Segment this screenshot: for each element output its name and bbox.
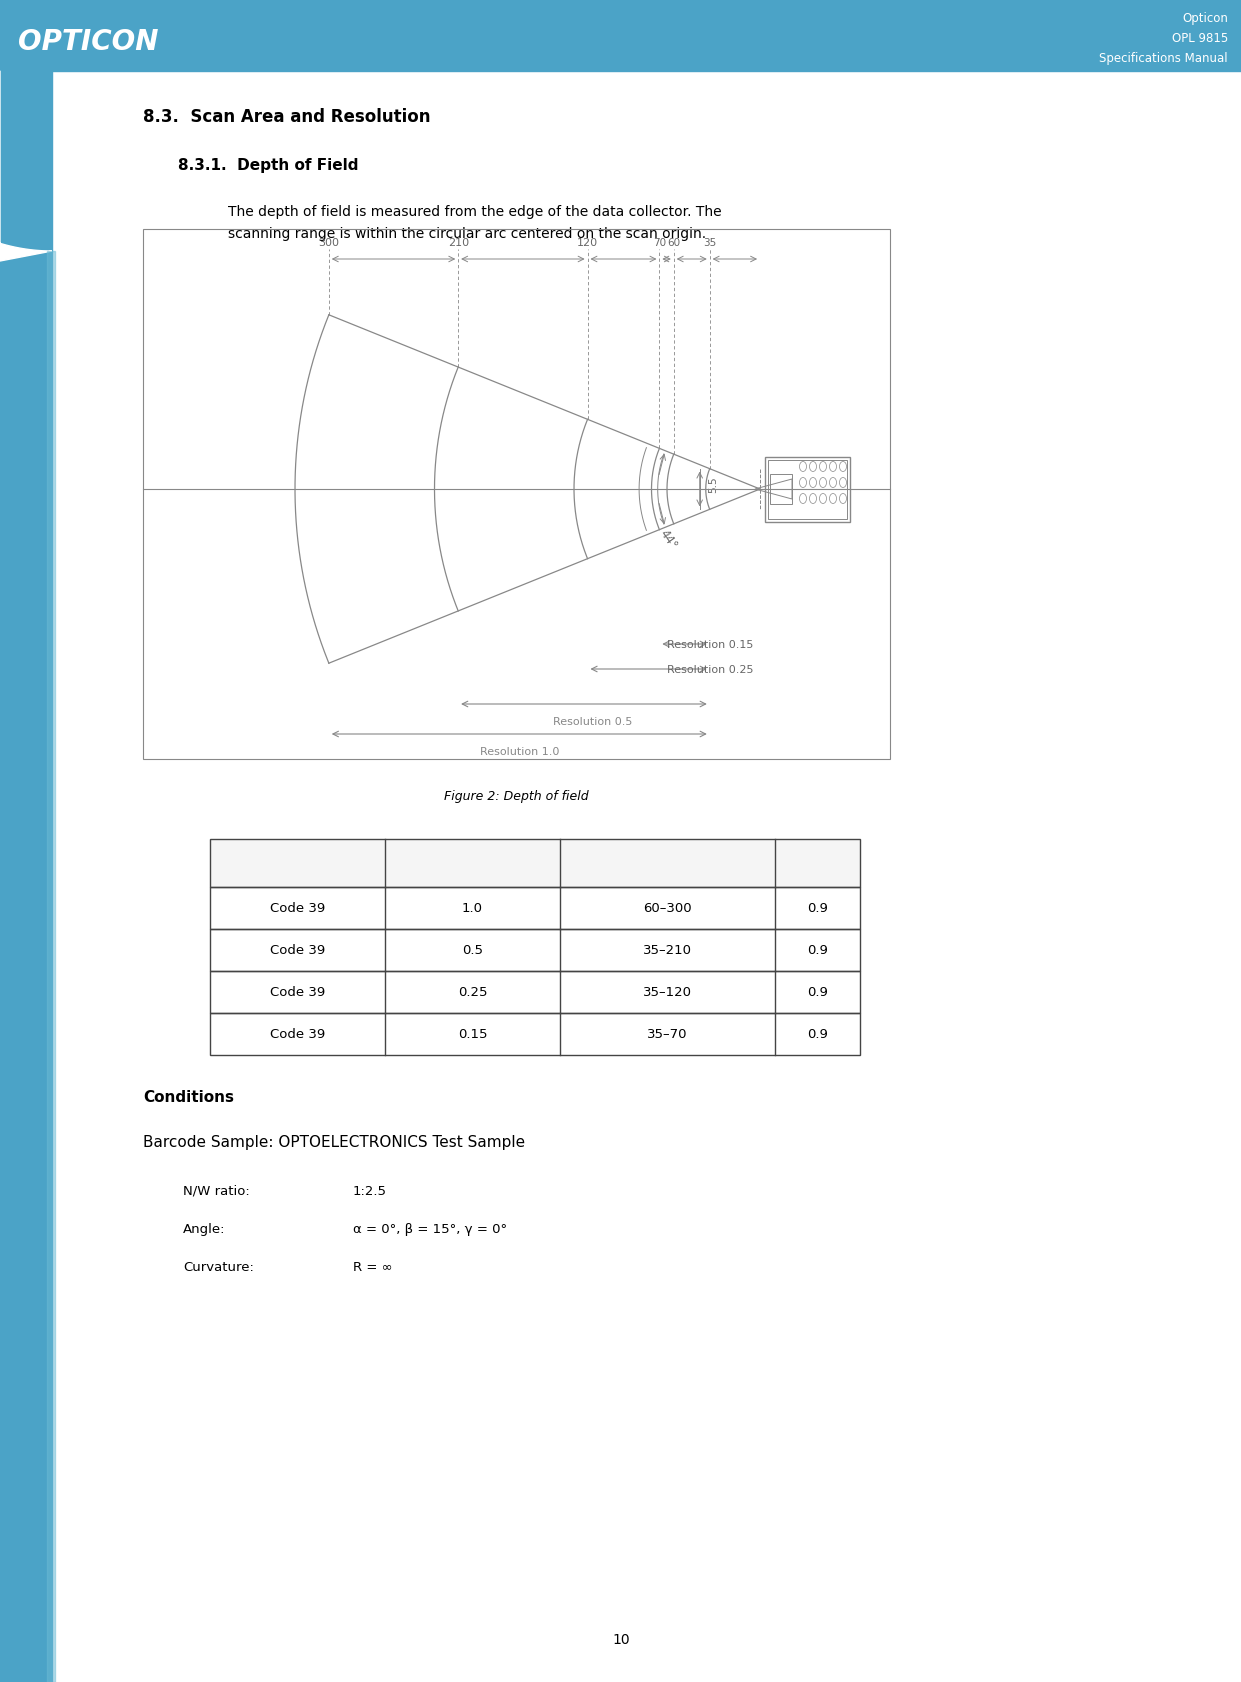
Text: α = 0°, β = 15°, γ = 0°: α = 0°, β = 15°, γ = 0°	[352, 1223, 508, 1235]
Text: 0.15: 0.15	[458, 1028, 488, 1041]
Text: 120: 120	[577, 237, 598, 247]
Text: 1.0: 1.0	[462, 902, 483, 915]
Text: 35–120: 35–120	[643, 986, 692, 999]
Text: 0.9: 0.9	[807, 902, 828, 915]
Text: OPTICON: OPTICON	[19, 29, 159, 56]
Text: 0.25: 0.25	[458, 986, 488, 999]
Text: Resolution (mm): Resolution (mm)	[411, 858, 535, 870]
Text: OPL 9815: OPL 9815	[1172, 32, 1229, 45]
Text: Symbology: Symbology	[256, 858, 339, 870]
Text: Code 39: Code 39	[269, 944, 325, 957]
Text: Code 39: Code 39	[269, 986, 325, 999]
Text: Resolution 0.15: Resolution 0.15	[668, 639, 753, 649]
Bar	[0, 72, 52, 1682]
Text: Angle:: Angle:	[182, 1223, 226, 1235]
Text: 0.9: 0.9	[807, 1028, 828, 1041]
Text: 0.9: 0.9	[807, 944, 828, 957]
Text: 300: 300	[319, 237, 339, 247]
Text: Resolution 0.25: Resolution 0.25	[668, 664, 753, 674]
Bar	[210, 972, 860, 1013]
Bar	[143, 230, 890, 760]
Text: Barcode Sample: OPTOELECTRONICS Test Sample: Barcode Sample: OPTOELECTRONICS Test Sam…	[143, 1134, 525, 1149]
Text: 0.5: 0.5	[462, 944, 483, 957]
Bar	[210, 1013, 860, 1055]
Text: 35–210: 35–210	[643, 944, 692, 957]
Text: 210: 210	[448, 237, 469, 247]
Text: R = ∞: R = ∞	[352, 1260, 392, 1273]
Text: 70: 70	[653, 237, 666, 247]
Text: 8.3.1.  Depth of Field: 8.3.1. Depth of Field	[177, 158, 359, 173]
Bar	[47, 252, 55, 1682]
Text: Opticon: Opticon	[1183, 12, 1229, 25]
Text: 60–300: 60–300	[643, 902, 691, 915]
Bar	[769, 474, 792, 505]
Text: 44°: 44°	[658, 528, 680, 552]
Text: 0.9: 0.9	[807, 986, 828, 999]
Text: Figure 2: Depth of field: Figure 2: Depth of field	[444, 789, 588, 802]
Text: 60: 60	[668, 237, 680, 247]
Text: Specifications Manual: Specifications Manual	[1100, 52, 1229, 66]
Text: The depth of field is measured from the edge of the data collector. The: The depth of field is measured from the …	[228, 205, 721, 219]
Text: N/W ratio:: N/W ratio:	[182, 1184, 249, 1198]
Text: 35–70: 35–70	[648, 1028, 688, 1041]
Bar	[768, 461, 848, 520]
Bar	[210, 839, 860, 888]
Text: 1:2.5: 1:2.5	[352, 1184, 387, 1198]
Text: scanning range is within the circular arc centered on the scan origin.: scanning range is within the circular ar…	[228, 227, 706, 241]
Bar	[764, 458, 850, 521]
Bar	[210, 930, 860, 972]
Text: Resolution 0.5: Resolution 0.5	[552, 717, 632, 727]
Text: Code 39: Code 39	[269, 1028, 325, 1041]
Text: 8.3.  Scan Area and Resolution: 8.3. Scan Area and Resolution	[143, 108, 431, 126]
Text: 5.5: 5.5	[707, 476, 717, 493]
Text: Resolution 1.0: Resolution 1.0	[479, 747, 558, 757]
Text: Curvature:: Curvature:	[182, 1260, 254, 1273]
Text: 10: 10	[612, 1632, 630, 1647]
Text: Conditions: Conditions	[143, 1090, 235, 1105]
Text: Decode Depth (mm): Decode Depth (mm)	[592, 858, 742, 870]
Bar	[0, 0, 1241, 72]
Polygon shape	[0, 72, 52, 262]
Text: Code 39: Code 39	[269, 902, 325, 915]
Bar	[210, 888, 860, 930]
Text: 35: 35	[704, 237, 716, 247]
Text: PCS: PCS	[803, 858, 833, 870]
